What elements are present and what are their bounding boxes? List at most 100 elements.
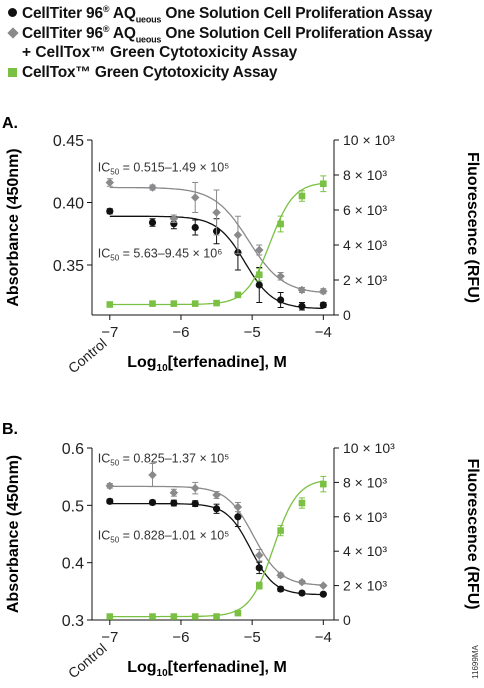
data-point: [234, 609, 242, 617]
data-point: [255, 564, 263, 572]
data-point: [255, 245, 264, 255]
data-point: [255, 271, 263, 279]
x-tick-label: −7: [101, 324, 118, 341]
data-point: [106, 497, 114, 505]
x-tick-label: −6: [172, 629, 189, 646]
y-right-tick-label: 0: [343, 307, 351, 323]
data-point: [105, 481, 115, 491]
chart-panel-b: B. 0.3 0.4 0.5 0.6 0 2 × 10³ 4 × 10³ 6 × 10³ 8 × …: [2, 421, 481, 681]
data-point: [276, 272, 285, 281]
y-right-tick-label: 4 × 10³: [343, 543, 387, 559]
ic50-annotation: IC50 = 0.825–1.37 × 10⁵: [98, 451, 230, 467]
y-right-tick-label: 2 × 10³: [343, 272, 387, 288]
ic50-annotation: IC50 = 5.63–9.45 × 10⁶: [98, 247, 223, 263]
data-point: [169, 214, 179, 223]
ic50-annotation: IC50 = 0.515–1.49 × 10⁵: [98, 160, 230, 176]
legend-item-celltox: CellTox™ Green Cytotoxicity Assay: [2, 64, 482, 84]
y-left-tick-label: 0.45: [53, 133, 84, 150]
chart-panel-a: A. 0.35 0.40 0.45 0 2 × 10³ 4 × 10³ 6 × 10³ 8 × …: [2, 115, 481, 376]
x-tick-label: −7: [101, 629, 118, 646]
data-point: [190, 193, 200, 202]
data-point: [298, 589, 306, 597]
data-point: [191, 500, 199, 508]
data-point: [297, 285, 307, 295]
y-right-tick-label: 6 × 10³: [343, 509, 387, 525]
y-left-axis-title: Absorbance (450nm): [5, 148, 22, 306]
data-point: [277, 585, 285, 593]
data-point: [191, 223, 199, 232]
data-point: [148, 218, 157, 227]
data-point: [148, 498, 157, 507]
y-left-tick-label: 0.3: [62, 613, 84, 630]
y-right-tick-label: 10 × 10³: [343, 132, 395, 148]
data-point: [234, 291, 242, 299]
y-left-tick-label: 0.5: [62, 498, 84, 515]
y-left-axis-title: Absorbance (450nm): [5, 455, 22, 613]
x-tick-label: −5: [244, 629, 261, 646]
circle-marker-icon: [8, 8, 17, 17]
data-point: [298, 499, 306, 507]
x-axis-title: Log10[terfenadine], M: [127, 354, 287, 374]
y-right-tick-label: 8 × 10³: [343, 474, 387, 490]
data-point: [255, 550, 264, 560]
data-point: [170, 499, 178, 507]
x-axis-title: Log10[terfenadine], M: [127, 659, 287, 679]
data-point: [170, 220, 178, 228]
data-point: [233, 502, 243, 512]
data-point: [277, 220, 284, 228]
y-right-tick-label: 4 × 10³: [343, 237, 387, 253]
data-point: [148, 470, 157, 480]
data-point: [148, 183, 157, 192]
legend: CellTiter 96® AQueous One Solution Cell …: [2, 4, 482, 84]
x-tick-label: −5: [244, 324, 261, 341]
data-point: [105, 178, 115, 187]
data-point: [106, 301, 114, 308]
y-right-tick-label: 2 × 10³: [343, 578, 387, 594]
data-point: [233, 230, 243, 240]
control-label: Control: [65, 335, 110, 376]
data-point: [319, 287, 328, 296]
data-point: [298, 302, 306, 310]
data-point: [191, 300, 199, 307]
legend-label-multiplex: CellTiter 96® AQueous One Solution Cell …: [22, 24, 433, 45]
y-right-axis-title: Fluorescence (RFU): [464, 152, 481, 303]
data-point: [170, 613, 178, 620]
data-point: [149, 300, 156, 307]
legend-label-multiplex-line2: + CellTox™ Green Cytotoxicity Assay: [22, 44, 298, 61]
control-label: Control: [65, 640, 110, 681]
fit-curve: [109, 480, 324, 618]
panel-label: A.: [2, 115, 18, 132]
data-point: [319, 581, 328, 590]
data-point: [170, 300, 178, 307]
panel-label: B.: [2, 421, 18, 438]
y-left-tick-label: 0.4: [62, 556, 84, 573]
data-point: [213, 299, 220, 307]
y-right-tick-label: 6 × 10³: [343, 202, 387, 218]
x-tick-label: −4: [315, 629, 332, 646]
data-point: [234, 513, 242, 521]
y-right-tick-label: 8 × 10³: [343, 167, 387, 183]
data-point: [320, 480, 327, 488]
ic50-annotation: IC50 = 0.828–1.01 × 10⁵: [98, 529, 230, 545]
legend-item-celltiter: CellTiter 96® AQueous One Solution Cell …: [2, 4, 482, 24]
data-point: [212, 490, 221, 500]
data-point: [106, 207, 114, 215]
data-point: [255, 582, 263, 589]
data-point: [319, 590, 327, 598]
data-point: [255, 281, 263, 289]
data-point: [169, 488, 179, 497]
data-point: [149, 613, 156, 620]
figure-id: 11699MA: [471, 645, 480, 679]
x-tick-label: −6: [172, 324, 189, 341]
square-marker-icon: [8, 68, 17, 77]
legend-label-celltox: CellTox™ Green Cytotoxicity Assay: [22, 64, 278, 81]
x-tick-label: −4: [315, 324, 332, 341]
data-point: [191, 613, 199, 620]
data-point: [213, 613, 220, 620]
y-left-tick-label: 0.35: [53, 258, 84, 275]
y-right-axis-title: Fluorescence (RFU): [464, 458, 481, 609]
data-point: [190, 483, 200, 493]
data-point: [297, 577, 307, 587]
data-point: [319, 301, 327, 309]
